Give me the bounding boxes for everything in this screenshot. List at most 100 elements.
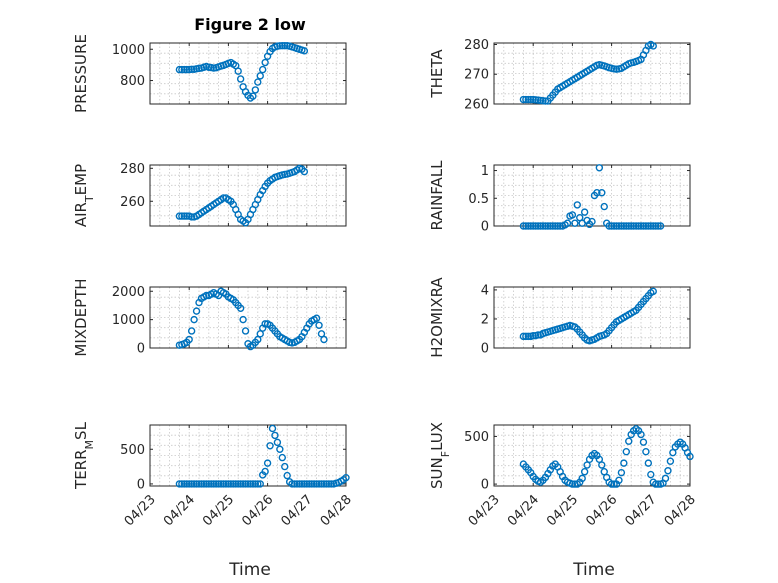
data-point <box>573 201 581 209</box>
data-point <box>544 222 552 230</box>
data-point <box>241 480 250 488</box>
data-point <box>236 480 245 488</box>
data-point <box>200 480 208 488</box>
y-tick-label: 800 <box>120 74 145 89</box>
data-point <box>593 189 601 197</box>
data-point <box>249 480 257 488</box>
data-point <box>288 480 296 488</box>
y-axis-label: AIRTEMP <box>72 164 96 227</box>
data-point <box>197 480 206 488</box>
axes-frame <box>493 286 691 349</box>
data-point <box>534 222 542 230</box>
x-axis-label-left: Time <box>228 560 271 580</box>
data-point <box>261 467 269 476</box>
data-point <box>180 65 189 74</box>
data-point <box>595 164 604 172</box>
data-point <box>629 222 638 230</box>
data-point <box>563 219 572 227</box>
y-axis-label: TERRMSL <box>72 421 96 490</box>
data-point <box>654 222 662 230</box>
data-point <box>300 47 309 55</box>
data-point <box>273 438 282 447</box>
data-point <box>178 65 186 74</box>
data-point <box>327 480 335 488</box>
data-point <box>524 332 532 341</box>
data-point <box>519 332 528 341</box>
data-point <box>261 58 269 67</box>
y-tick-label: 260 <box>120 195 145 210</box>
y-tick-label: 2 <box>481 312 489 327</box>
data-point <box>234 480 242 488</box>
data-point <box>175 480 184 488</box>
data-point <box>620 459 628 467</box>
data-point <box>229 480 238 488</box>
data-point <box>527 95 535 104</box>
data-point <box>281 41 289 50</box>
data-point <box>222 480 230 488</box>
y-tick-label: 0.5 <box>468 192 489 207</box>
data-point <box>256 72 264 80</box>
y-tick-label: 270 <box>464 68 489 83</box>
data-point <box>625 222 633 230</box>
data-point <box>524 222 532 230</box>
data-point <box>251 480 260 488</box>
data-point <box>568 211 577 219</box>
data-point <box>246 480 255 488</box>
y-tick-label: 260 <box>464 98 489 113</box>
data-point <box>263 459 272 467</box>
data-point <box>578 474 586 483</box>
data-point <box>187 480 196 488</box>
data-point <box>266 442 274 450</box>
data-point <box>522 222 530 230</box>
data-point <box>546 222 555 230</box>
data-point <box>187 65 196 73</box>
data-point <box>290 480 299 488</box>
subplot-rainfall: 0 0.5 1 RAINFALL <box>428 160 691 235</box>
data-point <box>322 480 331 488</box>
axes-frame <box>149 164 347 227</box>
data-point <box>241 327 250 335</box>
data-point <box>234 67 242 75</box>
data-point <box>187 327 196 335</box>
data-point <box>214 480 223 488</box>
data-point <box>527 222 535 230</box>
data-point <box>183 212 191 220</box>
data-point <box>615 476 623 484</box>
data-point <box>244 480 252 488</box>
data-point <box>551 222 559 230</box>
data-point <box>295 480 304 488</box>
data-point <box>249 92 257 100</box>
data-point <box>607 480 616 488</box>
data-point <box>607 222 616 230</box>
data-point <box>187 213 196 221</box>
y-tick-label: 0 <box>481 220 489 235</box>
data-point <box>649 42 657 50</box>
data-point <box>656 222 665 230</box>
y-tick-label: 0 <box>481 478 489 493</box>
data-point <box>615 222 623 230</box>
y-tick-label: 500 <box>120 443 145 458</box>
data-point <box>556 222 564 230</box>
data-point <box>612 222 621 230</box>
data-point <box>637 222 645 230</box>
data-point <box>519 95 528 104</box>
data-point <box>205 480 213 488</box>
data-point <box>276 42 284 50</box>
data-point <box>549 222 557 230</box>
data-point <box>617 222 626 230</box>
data-point <box>185 480 193 488</box>
data-point <box>610 222 618 230</box>
figure-title: Figure 2 low <box>194 15 306 34</box>
data-point <box>649 287 657 296</box>
y-tick-label: 0 <box>481 342 489 357</box>
data-point <box>300 167 309 176</box>
data-point <box>236 75 245 83</box>
data-point <box>192 480 201 488</box>
data-point <box>568 480 577 488</box>
y-tick-label: 1 <box>481 164 489 179</box>
data-point <box>634 222 643 230</box>
data-point <box>622 447 630 456</box>
data-point <box>588 217 596 226</box>
